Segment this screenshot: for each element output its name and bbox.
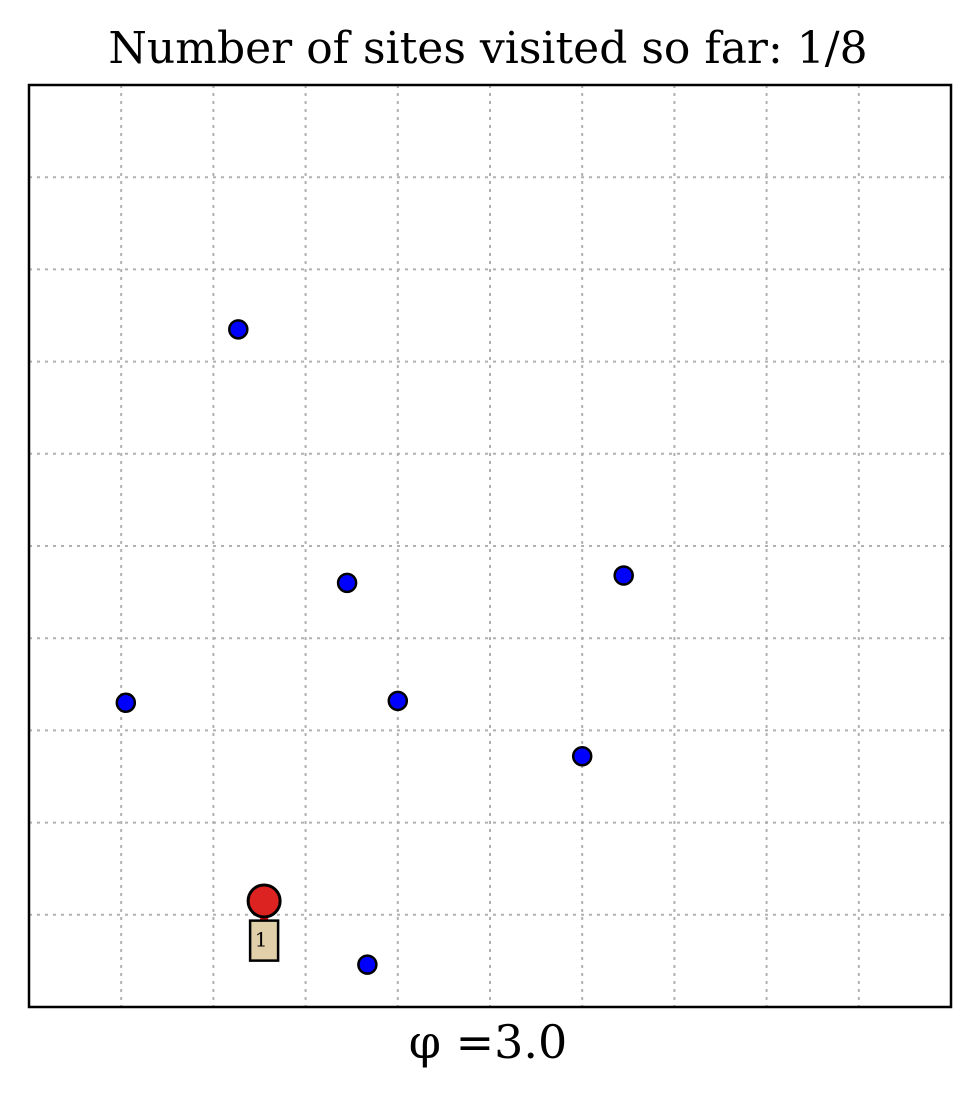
start-site-point <box>246 883 282 919</box>
site-point <box>115 692 137 713</box>
site-point <box>228 319 249 340</box>
visited-labels: 1 <box>248 919 280 962</box>
site-point <box>613 565 634 586</box>
visited-label-text: 1 <box>255 928 268 952</box>
grid <box>29 85 951 1007</box>
site-point <box>387 690 409 712</box>
chart-title: Number of sites visited so far: 1/8 <box>108 23 867 74</box>
visited-label-box <box>248 919 280 962</box>
x-axis-label: φ =3.0 <box>409 1015 568 1069</box>
plot-frame <box>27 83 953 1009</box>
sites <box>115 319 634 975</box>
site-point <box>357 954 378 975</box>
site-point <box>571 745 593 767</box>
site-point <box>336 572 358 594</box>
